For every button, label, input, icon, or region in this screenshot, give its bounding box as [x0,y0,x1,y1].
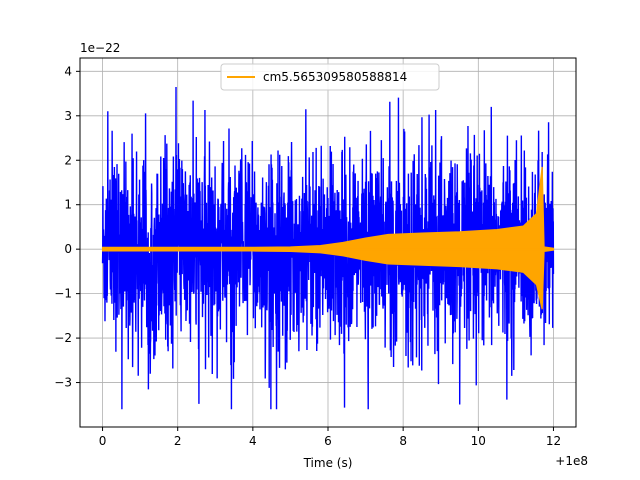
y-tick-label: 2 [64,153,72,167]
legend-label: cm5.565309580588814 [263,70,407,84]
y-tick-label: 4 [64,64,72,78]
y-tick-label: −1 [54,287,72,301]
plot-area [101,86,555,410]
y-tick-label: 1 [64,198,72,212]
x-tick-label: 10 [471,434,486,448]
y-scale-label: 1e−22 [80,41,120,55]
x-tick-label: 0 [99,434,107,448]
x-axis-ticks: 0 2 4 6 8 10 12 [99,427,561,448]
y-tick-label: 0 [64,242,72,256]
x-axis-label: Time (s) [303,456,353,470]
x-tick-label: 12 [546,434,561,448]
x-tick-label: 6 [324,434,332,448]
x-tick-label: 4 [249,434,257,448]
x-tick-label: 2 [174,434,182,448]
x-offset-label: +1e8 [555,454,588,468]
y-tick-label: −2 [54,331,72,345]
x-tick-label: 8 [399,434,407,448]
y-tick-label: −3 [54,376,72,390]
y-axis-ticks: −3 −2 −1 0 1 2 3 4 [54,64,80,390]
y-tick-label: 3 [64,109,72,123]
legend: cm5.565309580588814 [220,63,440,91]
legend-box [220,63,440,91]
